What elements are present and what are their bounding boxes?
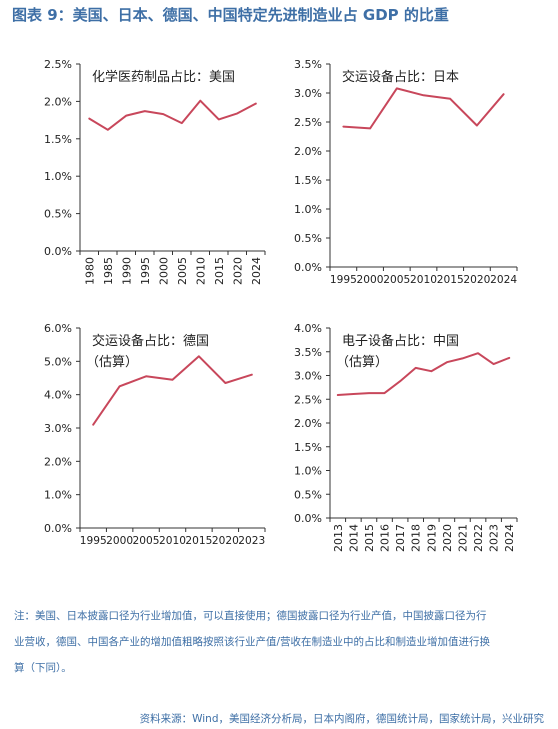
y-tick-label: 3.0% [294,370,322,383]
y-tick-label: 0.0% [294,261,322,274]
x-tick-label: 2015 [437,274,464,286]
y-tick-label: 1.0% [294,465,322,478]
chart-title: 交运设备占比：日本 [342,69,459,85]
x-tick-label: 2000 [106,535,133,547]
x-tick-label: 2010 [194,257,207,285]
y-tick-label: 2.0% [44,455,72,468]
series-line [92,355,253,426]
y-tick-label: 0.0% [44,522,72,535]
x-tick-label: 2015 [185,535,212,547]
x-tick-label: 2020 [441,524,454,552]
y-tick-label: 0.5% [294,232,322,245]
source-note: 资料来源：Wind，美国经济分析局，日本内阁府，德国统计局，国家统计局，兴业研究 [139,713,544,725]
x-tick-label: 2000 [357,274,384,286]
x-tick-label: 2020 [231,257,244,285]
y-tick-label: 6.0% [44,322,72,335]
x-tick-label: 1995 [139,257,152,285]
x-tick-label: 2024 [250,257,263,285]
x-tick-label: 2005 [133,535,160,547]
x-tick-label: 2021 [456,524,469,552]
x-tick-label: 2016 [379,524,392,552]
y-tick-label: 0.0% [294,512,322,525]
x-tick-label: 2020 [212,535,239,547]
y-tick-label: 2.5% [44,58,72,71]
chart-title: 电子设备占比：中国 [342,333,459,349]
x-tick-label: 2017 [394,524,407,552]
x-tick-label: 2024 [490,274,517,286]
y-tick-label: 4.0% [294,322,322,335]
footnote-line-1: 注：美国、日本披露口径为行业增加值，可以直接使用；德国披露口径为行业产值，中国披… [14,610,487,622]
y-tick-label: 1.5% [294,441,322,454]
x-tick-label: 2015 [213,257,226,285]
y-tick-label: 2.5% [294,116,322,129]
footnote-line-3: 算（下同）。 [14,662,72,674]
y-tick-label: 2.0% [294,417,322,430]
x-tick-label: 2010 [159,535,186,547]
y-tick-label: 4.0% [44,389,72,402]
y-tick-label: 1.0% [44,170,72,183]
x-tick-label: 1990 [120,257,133,285]
x-tick-label: 2014 [347,524,360,552]
x-tick-label: 2023 [488,524,501,552]
page-title: 图表 9：美国、日本、德国、中国特定先进制造业占 GDP 的比重 [12,6,449,24]
y-tick-label: 2.5% [294,393,322,406]
x-tick-label: 1995 [80,535,107,547]
y-tick-label: 1.0% [294,203,322,216]
x-tick-label: 2024 [503,524,516,552]
chart-title: 交运设备占比：德国 [92,333,209,349]
series-line [336,352,511,396]
x-tick-label: 1985 [102,257,115,285]
y-tick-label: 3.5% [294,58,322,71]
y-tick-label: 0.0% [44,245,72,258]
chart-subtitle: （估算） [86,355,138,370]
y-tick-label: 2.0% [44,95,72,108]
x-tick-label: 1980 [83,257,96,285]
y-tick-label: 1.0% [44,489,72,502]
y-tick-label: 3.5% [294,346,322,359]
x-tick-label: 2010 [410,274,437,286]
x-tick-label: 2005 [176,257,189,285]
y-tick-label: 5.0% [44,355,72,368]
y-tick-label: 3.0% [44,422,72,435]
x-tick-label: 2013 [332,524,345,552]
x-tick-label: 2015 [363,524,376,552]
y-tick-label: 0.5% [44,208,72,221]
x-tick-label: 1995 [330,274,357,286]
y-tick-label: 1.5% [44,133,72,146]
x-tick-label: 2019 [425,524,438,552]
chart-subtitle: （估算） [336,355,388,370]
x-tick-label: 2000 [157,257,170,285]
chart-title: 化学医药制品占比：美国 [92,69,235,85]
y-tick-label: 1.5% [294,174,322,187]
x-tick-label: 2023 [238,535,265,547]
y-tick-label: 0.5% [294,488,322,501]
y-tick-label: 3.0% [294,87,322,100]
x-tick-label: 2020 [463,274,490,286]
y-tick-label: 2.0% [294,145,322,158]
series-line [88,99,257,131]
footnote-line-2: 业营收，德国、中国各产业的增加值粗略按照该行业产值/营收在制造业中的占比和制造业… [14,636,491,648]
x-tick-label: 2005 [383,274,410,286]
series-line [342,87,505,130]
x-tick-label: 2022 [472,524,485,552]
x-tick-label: 2018 [410,524,423,552]
